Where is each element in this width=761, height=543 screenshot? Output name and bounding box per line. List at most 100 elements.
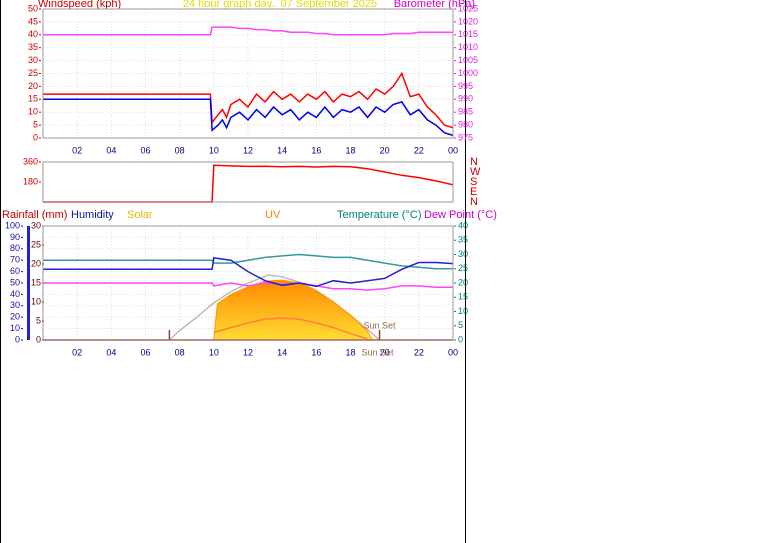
y-tick-label: 0 — [15, 334, 20, 344]
y-tick-label: 50 — [28, 3, 38, 13]
y-tick-label: 50 — [10, 277, 20, 287]
x-tick-label: 10 — [209, 145, 219, 155]
y2-tick-label: 995 — [458, 81, 473, 91]
y2-tick-label: 990 — [458, 94, 473, 104]
y3-tick-label: 10 — [31, 296, 41, 306]
y-tick-label: 5 — [33, 119, 38, 129]
y2-tick-label: 1000 — [458, 68, 478, 78]
x-tick-label: 22 — [414, 145, 424, 155]
compass-label: S — [470, 176, 477, 188]
y3-tick-label: 15 — [31, 277, 41, 287]
plot-area — [43, 162, 453, 202]
compass-label: E — [470, 186, 477, 198]
y-tick-label: 20 — [10, 312, 20, 322]
rainfall-label: Rainfall (mm) — [2, 209, 67, 221]
y2-tick-label: 985 — [458, 107, 473, 117]
x-tick-label: 18 — [345, 145, 355, 155]
y2-tick-label: 5 — [458, 320, 463, 330]
y-tick-label: 0 — [33, 132, 38, 142]
humidity-axis-bar — [27, 226, 30, 340]
y2-tick-label: 1025 — [458, 3, 478, 13]
y2-tick-label: 975 — [458, 132, 473, 142]
x-tick-label: 08 — [175, 347, 185, 357]
y-tick-label: 10 — [28, 107, 38, 117]
x-tick-label: 06 — [140, 347, 150, 357]
y3-tick-label: 30 — [31, 220, 41, 230]
x-tick-label: 02 — [72, 145, 82, 155]
chart-title: 24 hour graph day.. 07 September 2025 — [183, 0, 377, 10]
y-tick-label: 80 — [10, 243, 20, 253]
plot-frame — [42, 161, 454, 203]
solar-label: Solar — [127, 209, 153, 221]
y2-axis-label: Barometer (hPa) — [394, 0, 475, 10]
y-tick-label: 10 — [10, 323, 20, 333]
x-tick-label: 12 — [243, 145, 253, 155]
y-tick-label: 40 — [10, 289, 20, 299]
y2-tick-label: 1010 — [458, 42, 478, 52]
y2-tick-label: 40 — [458, 220, 468, 230]
y-tick-label: 180 — [23, 176, 38, 186]
solar-area — [43, 279, 453, 341]
dew-point-label: Dew Point (°C) — [424, 209, 497, 221]
y-tick-label: 90 — [10, 232, 20, 242]
compass-label: W — [470, 166, 481, 178]
x-tick-label: 20 — [380, 347, 390, 357]
y2-tick-label: 30 — [458, 249, 468, 259]
series-line — [43, 26, 453, 36]
compass-label: N — [470, 196, 478, 208]
series-line — [43, 71, 454, 129]
y3-tick-label: 5 — [36, 315, 41, 325]
y2-tick-label: 1020 — [458, 16, 478, 26]
humidity-label: Humidity — [71, 209, 114, 221]
x-tick-label: 04 — [106, 145, 116, 155]
x-tick-label: 18 — [345, 347, 355, 357]
x-tick-label: 04 — [106, 347, 116, 357]
y2-tick-label: 25 — [458, 263, 468, 273]
x-tick-label: 14 — [277, 347, 287, 357]
y2-tick-label: 20 — [458, 277, 468, 287]
y2-tick-label: 35 — [458, 235, 468, 245]
y-tick-label: 45 — [28, 16, 38, 26]
y2-tick-label: 980 — [458, 119, 473, 129]
compass-label: N — [470, 156, 478, 168]
series-line — [213, 317, 368, 340]
x-tick-label: 00 — [448, 347, 458, 357]
y2-tick-label: 1015 — [458, 29, 478, 39]
x-tick-label: 08 — [175, 145, 185, 155]
x-tick-label: 16 — [311, 145, 321, 155]
y3-tick-label: 25 — [31, 239, 41, 249]
series-line — [43, 98, 454, 137]
sunset-annotation: Sun Set — [364, 320, 397, 330]
y2-tick-label: 0 — [458, 334, 463, 344]
y-tick-label: 360 — [23, 156, 38, 166]
y-tick-label: 70 — [10, 255, 20, 265]
y3-tick-label: 0 — [36, 334, 41, 344]
y-tick-label: 35 — [28, 42, 38, 52]
x-tick-label: 14 — [277, 145, 287, 155]
y-tick-label: 15 — [28, 94, 38, 104]
y-tick-label: 20 — [28, 81, 38, 91]
x-tick-label: 22 — [414, 347, 424, 357]
y-tick-label: 60 — [10, 266, 20, 276]
y2-tick-label: 1005 — [458, 55, 478, 65]
y-axis-label: Windspeed (kph) — [38, 0, 121, 10]
y-tick-label: 30 — [10, 300, 20, 310]
plot-frame — [42, 225, 454, 341]
y-tick-label: 25 — [28, 68, 38, 78]
series-line — [43, 257, 454, 288]
x-tick-label: 06 — [140, 145, 150, 155]
y2-tick-label: 15 — [458, 292, 468, 302]
plot-frame — [42, 8, 454, 139]
y2-tick-label: 10 — [458, 306, 468, 316]
x-tick-label: 00 — [448, 145, 458, 155]
series-line — [43, 164, 454, 203]
uv-label: UV — [265, 209, 281, 221]
y3-tick-label: 20 — [31, 258, 41, 268]
x-tick-label: 20 — [380, 145, 390, 155]
x-tick-label: 10 — [209, 347, 219, 357]
sunset-annotation: Sun Set — [362, 347, 395, 357]
y-tick-label: 100 — [5, 220, 20, 230]
y-tick-label: 40 — [28, 29, 38, 39]
x-tick-label: 12 — [243, 347, 253, 357]
